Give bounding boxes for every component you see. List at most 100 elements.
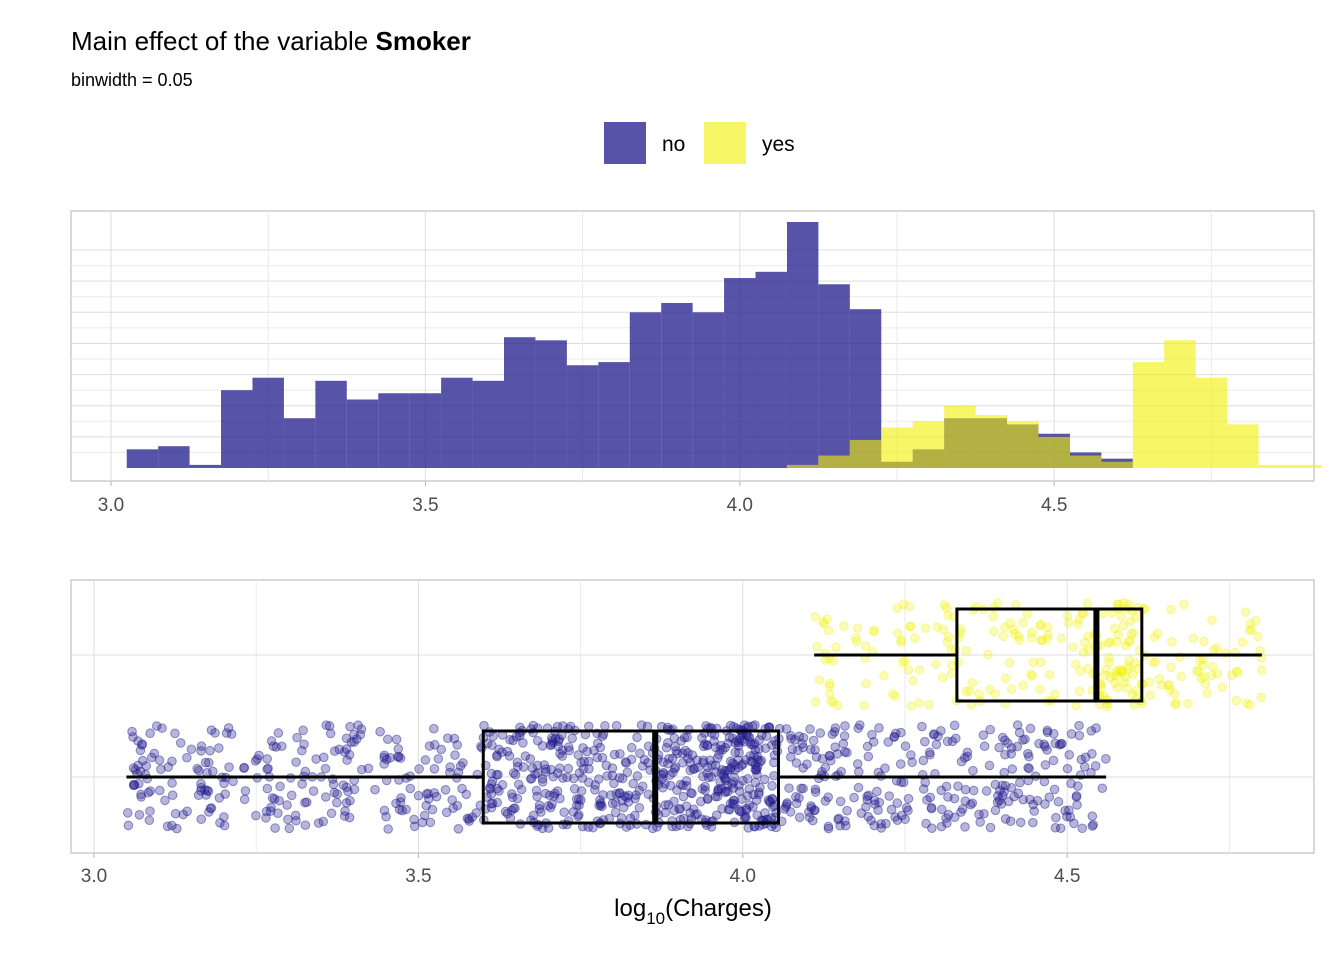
jitter-point-no <box>760 808 770 818</box>
jitter-point-no <box>754 735 765 745</box>
jitter-point-no <box>1012 741 1023 752</box>
jitter-point-no <box>571 800 582 811</box>
jitter-point-no <box>680 745 691 756</box>
jitter-point-no <box>856 808 867 818</box>
histogram-bar-no <box>724 278 756 468</box>
jitter-point-yes <box>1118 598 1129 608</box>
jitter-point-no <box>353 720 363 731</box>
jitter-point-no <box>1097 783 1108 794</box>
jitter-point-no <box>979 808 989 819</box>
jitter-point-no <box>334 744 345 755</box>
jitter-point-no <box>266 802 276 813</box>
jitter-point-no <box>1056 739 1066 749</box>
jitter-point-no <box>1024 751 1034 762</box>
jitter-point-no <box>702 762 713 773</box>
jitter-point-no <box>685 765 695 776</box>
jitter-point-no <box>853 766 864 777</box>
jitter-point-no <box>996 799 1007 809</box>
jitter-point-no <box>433 754 444 764</box>
jitter-point-no <box>722 766 733 776</box>
jitter-point-no <box>700 785 710 796</box>
jitter-point-no <box>632 771 643 781</box>
jitter-point-yes <box>1112 683 1123 693</box>
jitter-point-yes <box>1004 658 1015 668</box>
jitter-point-yes <box>892 603 902 613</box>
jitter-point-no <box>157 723 167 733</box>
jitter-point-no <box>1032 795 1043 806</box>
jitter-point-no <box>740 811 750 822</box>
jitter-point-no <box>262 754 272 764</box>
jitter-point-no <box>1055 823 1066 834</box>
jitter-point-no <box>341 733 352 744</box>
jitter-point-no <box>990 805 1001 816</box>
jitter-point-yes <box>819 618 829 629</box>
jitter-point-no <box>720 765 730 776</box>
jitter-point-no <box>505 813 516 824</box>
jitter-point-no <box>781 724 792 734</box>
jitter-point-yes <box>839 621 849 631</box>
jitter-point-yes <box>1165 685 1175 696</box>
jitter-point-no <box>702 768 712 779</box>
jitter-point-no <box>220 789 230 799</box>
jitter-point-no <box>825 751 835 761</box>
jitter-point-no <box>674 804 684 814</box>
jitter-point-yes <box>939 600 949 610</box>
jitter-point-no <box>202 785 213 796</box>
jitter-point-no <box>563 763 574 774</box>
jitter-point-no <box>798 783 808 794</box>
jitter-point-no <box>968 765 978 776</box>
histogram-bar-yes <box>1069 455 1102 468</box>
jitter-point-yes <box>974 689 984 699</box>
jitter-point-no <box>754 787 764 798</box>
jitter-point-no <box>896 810 907 821</box>
jitter-point-no <box>873 767 884 778</box>
jitter-point-yes <box>823 625 834 636</box>
jitter-point-no <box>193 790 204 800</box>
x-axis-label: log10(Charges) <box>614 895 772 928</box>
jitter-point-no <box>678 757 688 768</box>
jitter-point-no <box>835 820 845 831</box>
jitter-point-no <box>767 794 778 805</box>
jitter-point-yes <box>914 698 924 708</box>
jitter-point-no <box>346 737 357 747</box>
jitter-point-no <box>728 796 739 806</box>
boxplot-frame <box>70 579 1315 854</box>
jitter-point-no <box>394 804 405 815</box>
jitter-point-no <box>266 736 277 746</box>
jitter-point-no <box>632 732 642 743</box>
jitter-point-no <box>760 743 771 753</box>
jitter-point-no <box>951 733 961 744</box>
jitter-point-no <box>383 824 393 834</box>
jitter-point-no <box>852 759 863 769</box>
jitter-point-no <box>785 752 796 762</box>
jitter-point-yes <box>1131 685 1141 696</box>
jitter-point-no <box>805 724 815 734</box>
jitter-point-no <box>725 756 736 767</box>
jitter-point-no <box>137 739 148 749</box>
jitter-point-no <box>933 731 943 742</box>
jitter-point-no <box>548 771 559 782</box>
jitter-point-no <box>724 732 735 742</box>
jitter-point-no <box>500 806 511 817</box>
jitter-point-no <box>554 734 564 745</box>
jitter-point-yes <box>1212 643 1222 653</box>
jitter-point-no <box>136 792 147 802</box>
jitter-point-yes <box>1198 660 1208 671</box>
jitter-point-yes <box>1176 671 1187 682</box>
jitter-point-yes <box>1112 671 1122 681</box>
jitter-point-no <box>395 753 406 763</box>
jitter-point-no <box>268 741 279 751</box>
jitter-point-yes <box>920 623 931 633</box>
jitter-point-no <box>543 800 554 811</box>
jitter-point-no <box>975 817 985 827</box>
jitter-point-no <box>423 793 434 804</box>
jitter-point-no <box>583 721 594 732</box>
jitter-point-no <box>714 749 724 760</box>
jitter-point-no <box>671 746 681 756</box>
jitter-point-yes <box>1074 686 1085 697</box>
jitter-point-yes <box>1202 688 1212 698</box>
jitter-point-no <box>687 750 698 760</box>
jitter-point-no <box>936 804 947 815</box>
jitter-point-no <box>128 780 139 791</box>
jitter-point-yes <box>1083 645 1094 655</box>
